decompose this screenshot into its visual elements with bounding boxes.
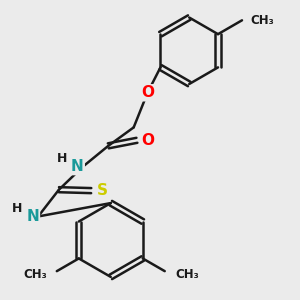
Text: N: N [71,159,84,174]
Text: H: H [57,152,67,165]
Text: O: O [141,85,154,100]
Text: CH₃: CH₃ [23,268,47,281]
Text: N: N [26,209,39,224]
Text: CH₃: CH₃ [175,268,199,281]
Text: CH₃: CH₃ [250,14,274,27]
Text: H: H [12,202,22,215]
Text: O: O [142,133,154,148]
Text: S: S [97,183,108,198]
